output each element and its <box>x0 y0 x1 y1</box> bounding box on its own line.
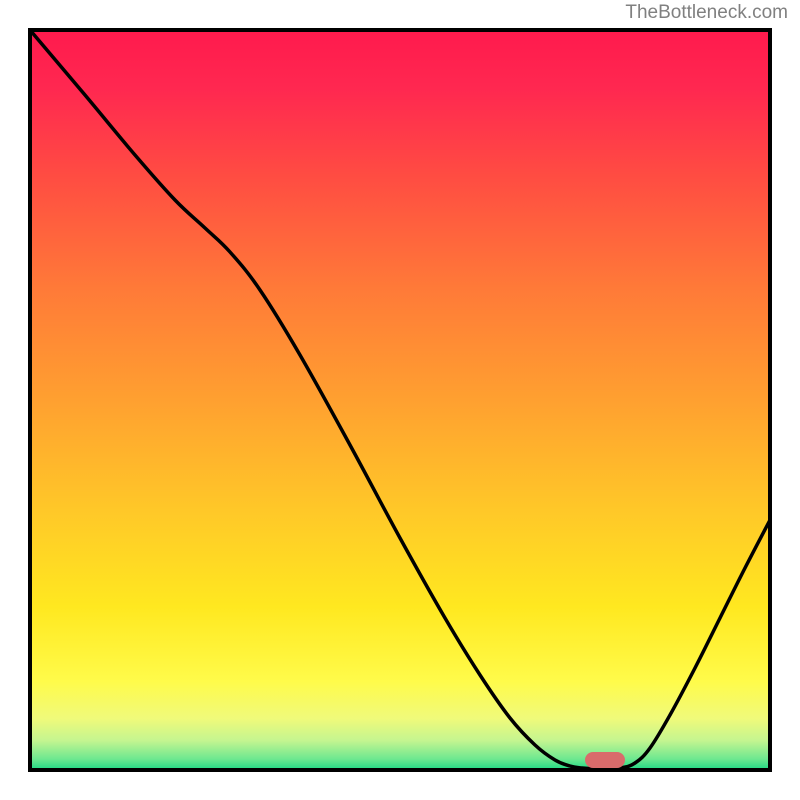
chart-container: TheBottleneck.com <box>0 0 800 800</box>
bottleneck-chart <box>0 0 800 800</box>
gradient-background <box>30 30 770 770</box>
optimal-marker <box>585 752 625 768</box>
watermark-text: TheBottleneck.com <box>625 2 788 24</box>
